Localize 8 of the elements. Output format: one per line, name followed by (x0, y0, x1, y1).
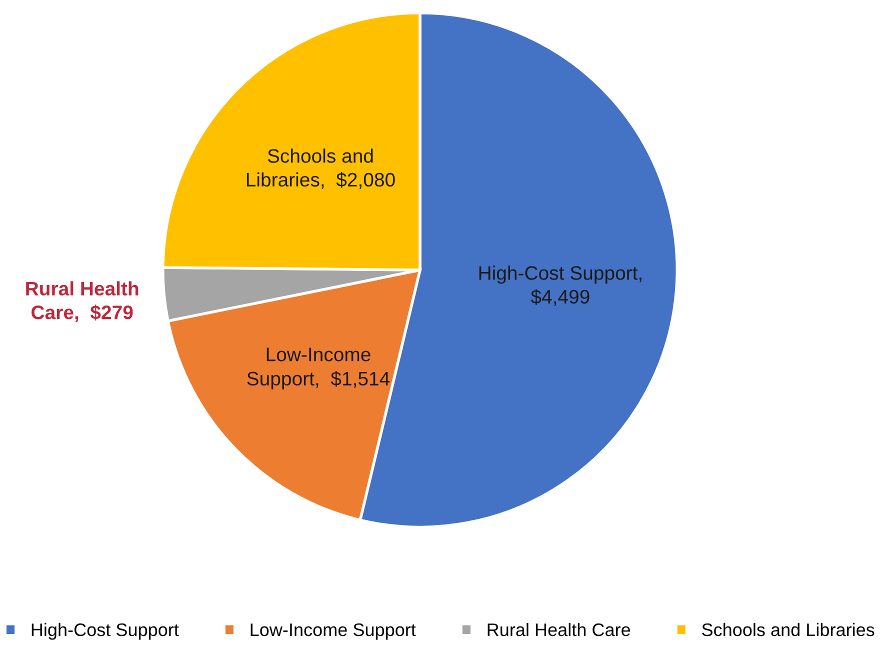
data-label: Low-Income Support, $1,514 (247, 348, 390, 390)
data-label: Rural Health Care, $279 (26, 281, 138, 322)
data-label: Schools and Libraries, $2,080 (246, 148, 395, 189)
legend-label: Low-Income Support (250, 623, 416, 640)
legend-label: Schools and Libraries (702, 622, 874, 636)
legend-label: High-Cost Support (32, 622, 179, 640)
data-label: High-Cost Support, $4,499 (479, 266, 642, 306)
legend-label: Rural Health Care (488, 622, 630, 636)
